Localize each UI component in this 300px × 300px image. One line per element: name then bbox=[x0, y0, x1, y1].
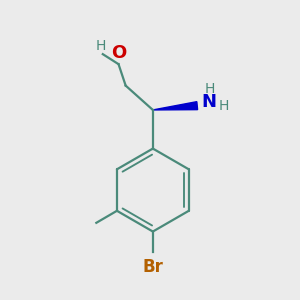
Text: O: O bbox=[111, 44, 126, 62]
Text: Br: Br bbox=[142, 258, 163, 276]
Text: H: H bbox=[205, 82, 215, 96]
Polygon shape bbox=[153, 102, 198, 110]
Text: H: H bbox=[95, 39, 106, 53]
Text: H: H bbox=[219, 99, 229, 113]
Text: N: N bbox=[202, 93, 217, 111]
